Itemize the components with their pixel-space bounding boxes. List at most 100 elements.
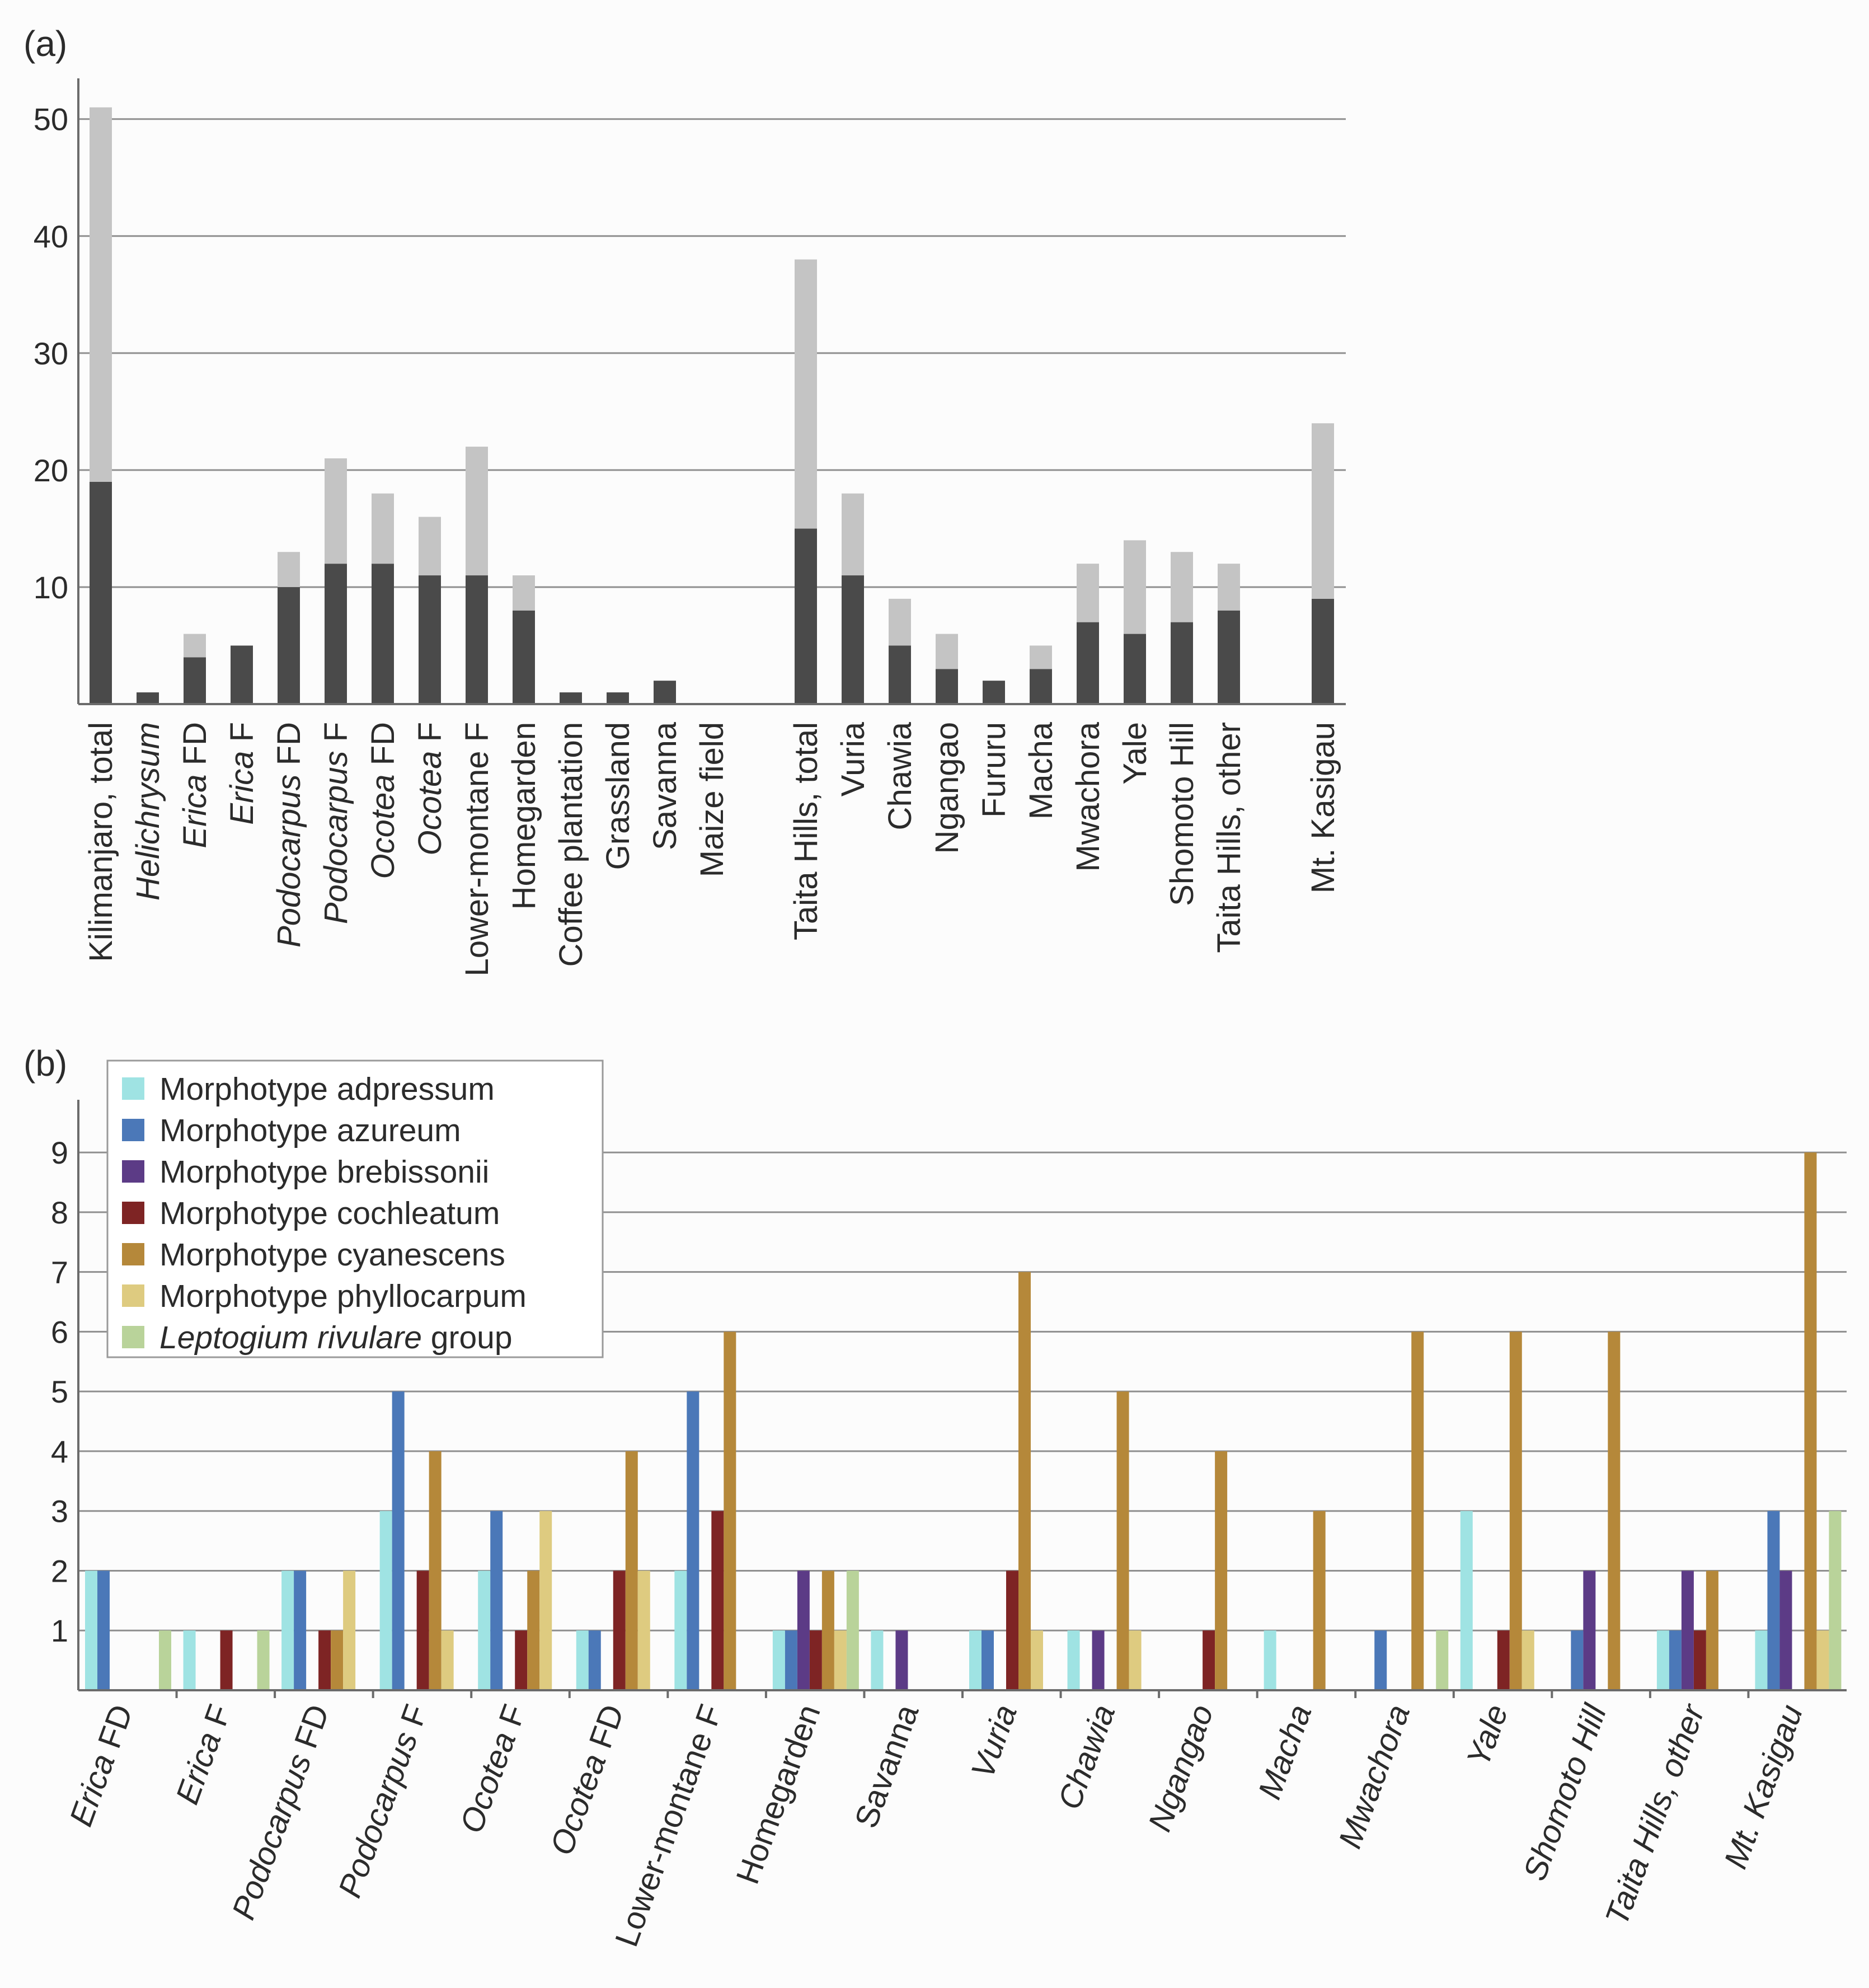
x-tick-label-a: Mt. Kasigau [1305, 722, 1341, 893]
bar-morphotype-adpressum-erica-fd [85, 1570, 97, 1690]
label-plain-part: Morphotype adpressum [159, 1071, 495, 1107]
bar-dark-podocarpus-fd [278, 587, 300, 704]
x-tick-label-a: Ocotea F [412, 722, 448, 856]
bar-light-ocotea-fd [372, 493, 394, 564]
label-plain-part: Mwachora [1070, 721, 1106, 871]
label-italic-part: Helichrysum [130, 722, 166, 901]
label-plain-part: Kilimanjaro, total [83, 722, 119, 962]
bar-morphotype-phyllocarpum-yale [1522, 1630, 1534, 1690]
bar-light-lower-montane-f [466, 447, 488, 576]
x-tick-label-a: Taita Hills, other [1211, 722, 1247, 953]
legend-label: Morphotype phyllocarpum [159, 1278, 527, 1314]
y-tick-label-b: 4 [51, 1434, 68, 1469]
bar-dark-taita-hills-other [1218, 610, 1240, 704]
bar-morphotype-cochleatum-vuria [1006, 1570, 1018, 1690]
x-tick-label-a: Ngangao [929, 722, 965, 854]
panel-a-chart: 10 20 30 40 50 Kilimanjaro, total Helichrysum E… [34, 78, 1346, 977]
bar-dark-chawia [889, 645, 911, 704]
bar-dark-mwachora [1077, 622, 1099, 704]
label-plain-part: Morphotype cyanescens [159, 1237, 505, 1273]
label-plain-part: Morphotype cochleatum [159, 1195, 500, 1231]
label-plain-part: F [412, 722, 448, 751]
y-tick-label-b: 3 [51, 1494, 68, 1529]
bar-morphotype-cochleatum-yale [1497, 1630, 1510, 1690]
bar-morphotype-azureum-lower-montane-f [687, 1391, 699, 1690]
bar-morphotype-adpressum-podocarpus-f [379, 1511, 392, 1690]
x-tick-label-a: Yale [1117, 722, 1153, 785]
legend-swatch [122, 1119, 144, 1141]
x-tick-label-a: Kilimanjaro, total [83, 722, 119, 962]
label-plain-part: Lower-montane F [459, 722, 495, 977]
bar-dark-ngangao [936, 669, 958, 704]
label-plain-part: Homegarden [506, 722, 542, 909]
bar-light-yale [1124, 540, 1146, 634]
bar-morphotype-cyanescens-shomoto-hill [1608, 1331, 1621, 1690]
label-italic-part: Podocarpus [318, 751, 354, 925]
x-tick-label-a: Helichrysum [130, 722, 166, 901]
x-tick-label-a: Lower-montane F [459, 722, 495, 977]
legend-box [106, 1059, 604, 1358]
y-tick-label-a: 30 [34, 336, 68, 371]
bar-dark-coffee-plantation [560, 692, 582, 704]
bar-morphotype-phyllocarpum-mt-kasigau [1816, 1630, 1829, 1690]
x-tick-label-a: Coffee plantation [553, 722, 589, 967]
bar-dark-helichrysum [137, 692, 159, 704]
bar-light-ocotea-f [419, 517, 441, 576]
bar-dark-yale [1124, 634, 1146, 704]
bar-light-homegarden [513, 575, 535, 611]
bar-light-shomoto-hill [1171, 552, 1193, 622]
bar-light-taita-hills-other [1218, 564, 1240, 611]
label-plain-part: Mt. Kasigau [1305, 722, 1341, 893]
label-plain-part: Maize field [694, 722, 730, 877]
bar-morphotype-adpressum-yale [1460, 1511, 1473, 1690]
bar-morphotype-cochleatum-podocarpus-f [416, 1570, 429, 1690]
legend-swatch [122, 1243, 144, 1265]
bar-morphotype-brebissonii-savanna [895, 1630, 908, 1690]
legend-swatch [122, 1077, 144, 1100]
bar-dark-taita-hills-total [795, 528, 817, 704]
y-tick-label-a: 20 [34, 453, 68, 488]
label-plain-part: Taita Hills, total [788, 722, 824, 940]
legend-label: Morphotype adpressum [159, 1071, 495, 1107]
panel-a-label: (a) [24, 24, 67, 64]
bar-morphotype-cochleatum-erica-f [220, 1630, 233, 1690]
bar-morphotype-cochleatum-lower-montane-f [711, 1511, 724, 1690]
bar-morphotype-phyllocarpum-ocotea-fd [637, 1570, 650, 1690]
bar-dark-kilimanjaro-total [90, 481, 112, 704]
bar-morphotype-azureum-vuria [982, 1630, 994, 1690]
bar-light-kilimanjaro-total [90, 107, 112, 482]
bar-morphotype-cyanescens-macha [1313, 1511, 1326, 1690]
bar-morphotype-adpressum-vuria [969, 1630, 982, 1690]
bar-leptogium-rivulare-group-mt-kasigau [1829, 1511, 1842, 1690]
bar-morphotype-azureum-taita-hills-other [1669, 1630, 1682, 1690]
label-plain-part: Vuria [835, 721, 871, 796]
bar-light-macha [1030, 645, 1052, 669]
bar-morphotype-phyllocarpum-podocarpus-fd [343, 1570, 356, 1690]
label-italic-part: Ocotea [365, 774, 401, 879]
label-plain-part: F [318, 722, 354, 751]
x-tick-label-a: Erica FD [177, 722, 213, 848]
bar-morphotype-azureum-homegarden [785, 1630, 797, 1690]
label-plain-part: Coffee plantation [553, 722, 589, 967]
bar-dark-fururu [983, 681, 1005, 704]
label-plain-part: FD [271, 722, 307, 774]
legend-swatch [122, 1160, 144, 1183]
legend-label: Morphotype cyanescens [159, 1237, 505, 1273]
bar-morphotype-cyanescens-taita-hills-other [1706, 1570, 1718, 1690]
bar-morphotype-cochleatum-ocotea-f [515, 1630, 528, 1690]
bar-leptogium-rivulare-group-homegarden [846, 1570, 859, 1690]
bar-morphotype-adpressum-macha [1264, 1630, 1276, 1690]
y-tick-label-b: 7 [51, 1255, 68, 1290]
x-tick-label-a: Erica F [224, 722, 260, 825]
label-italic-part: Erica [177, 774, 213, 848]
bar-dark-shomoto-hill [1171, 622, 1193, 704]
bar-morphotype-cyanescens-ngangao [1215, 1451, 1228, 1690]
y-tick-label-b: 2 [51, 1553, 68, 1588]
label-plain-part: Morphotype azureum [159, 1113, 461, 1148]
bar-morphotype-adpressum-lower-montane-f [674, 1570, 687, 1690]
legend-label: Morphotype azureum [159, 1113, 461, 1148]
label-plain-part: group [422, 1320, 513, 1356]
bar-morphotype-brebissonii-chawia [1092, 1630, 1105, 1690]
label-plain-part: FD [365, 722, 401, 774]
